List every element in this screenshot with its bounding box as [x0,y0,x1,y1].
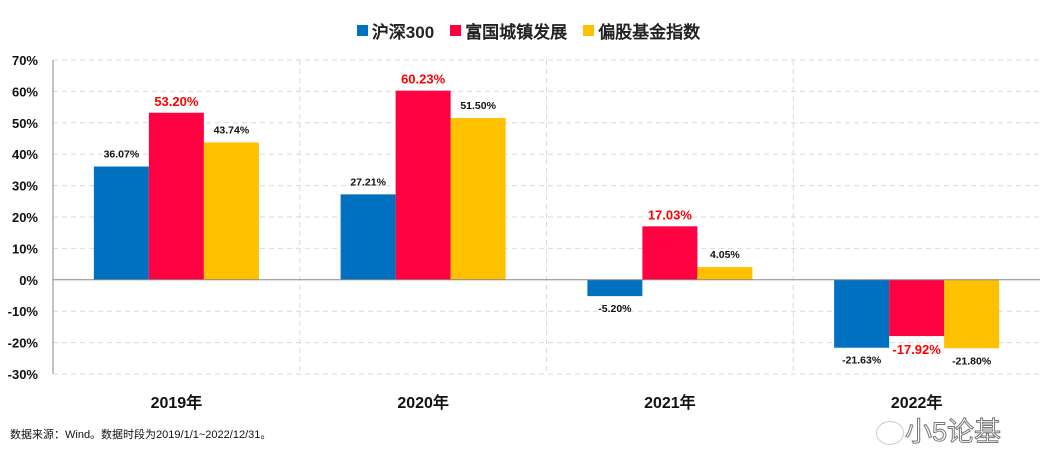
y-tick-label: 30% [12,179,38,194]
bar [889,279,945,337]
footnote: 数据来源：Wind。数据时段为2019/1/1~2022/12/31。 [10,429,272,441]
bar [697,267,753,280]
y-tick-label: -10% [8,304,39,319]
bar [834,279,890,348]
y-tick-label: 40% [12,147,38,162]
data-label: 17.03% [648,207,693,222]
legend-item: 沪深300 [356,18,435,43]
data-label: -21.63% [842,355,882,367]
data-label: -21.80% [952,355,992,367]
data-label: 27.21% [350,176,386,188]
bar [587,279,643,297]
y-tick-label: 10% [12,241,38,256]
y-tick-label: -30% [8,367,39,382]
data-label: 4.05% [710,249,740,261]
legend-label: 沪深300 [371,23,435,42]
y-tick-label: 0% [19,273,38,288]
data-label: 60.23% [401,72,446,87]
watermark: 小5论基 [904,417,1002,448]
data-label: 53.20% [154,94,199,109]
data-label: 51.50% [460,100,496,112]
bar [450,118,506,280]
y-tick-label: 70% [12,53,38,68]
x-tick-label: 2020年 [397,393,449,412]
legend-swatch [450,25,462,36]
bar [93,166,149,280]
wechat-icon [876,421,904,445]
data-label: 43.74% [214,124,250,136]
data-label: 36.07% [104,149,140,161]
x-tick-label: 2022年 [891,393,943,412]
x-tick-label: 2019年 [151,393,203,412]
bar [395,90,451,280]
bar [203,142,259,280]
legend-item: 富国城镇发展 [450,18,567,43]
x-tick-label: 2021年 [644,393,696,412]
bar [944,279,1000,349]
y-tick-label: 20% [12,210,38,225]
legend-swatch [356,25,368,36]
y-tick-label: 50% [12,116,38,131]
bar [642,226,698,280]
y-tick-label: 60% [12,84,38,99]
legend: 沪深300 富国城镇发展 偏股基金指数 [0,18,1057,43]
legend-label: 偏股基金指数 [598,23,701,42]
data-label: -17.92% [892,342,941,357]
bar [340,194,396,280]
data-label: -5.20% [598,303,632,315]
y-tick-label: -20% [8,336,39,351]
legend-item: 偏股基金指数 [583,18,700,43]
bar [148,112,204,280]
legend-swatch [583,25,595,36]
legend-label: 富国城镇发展 [465,23,568,42]
